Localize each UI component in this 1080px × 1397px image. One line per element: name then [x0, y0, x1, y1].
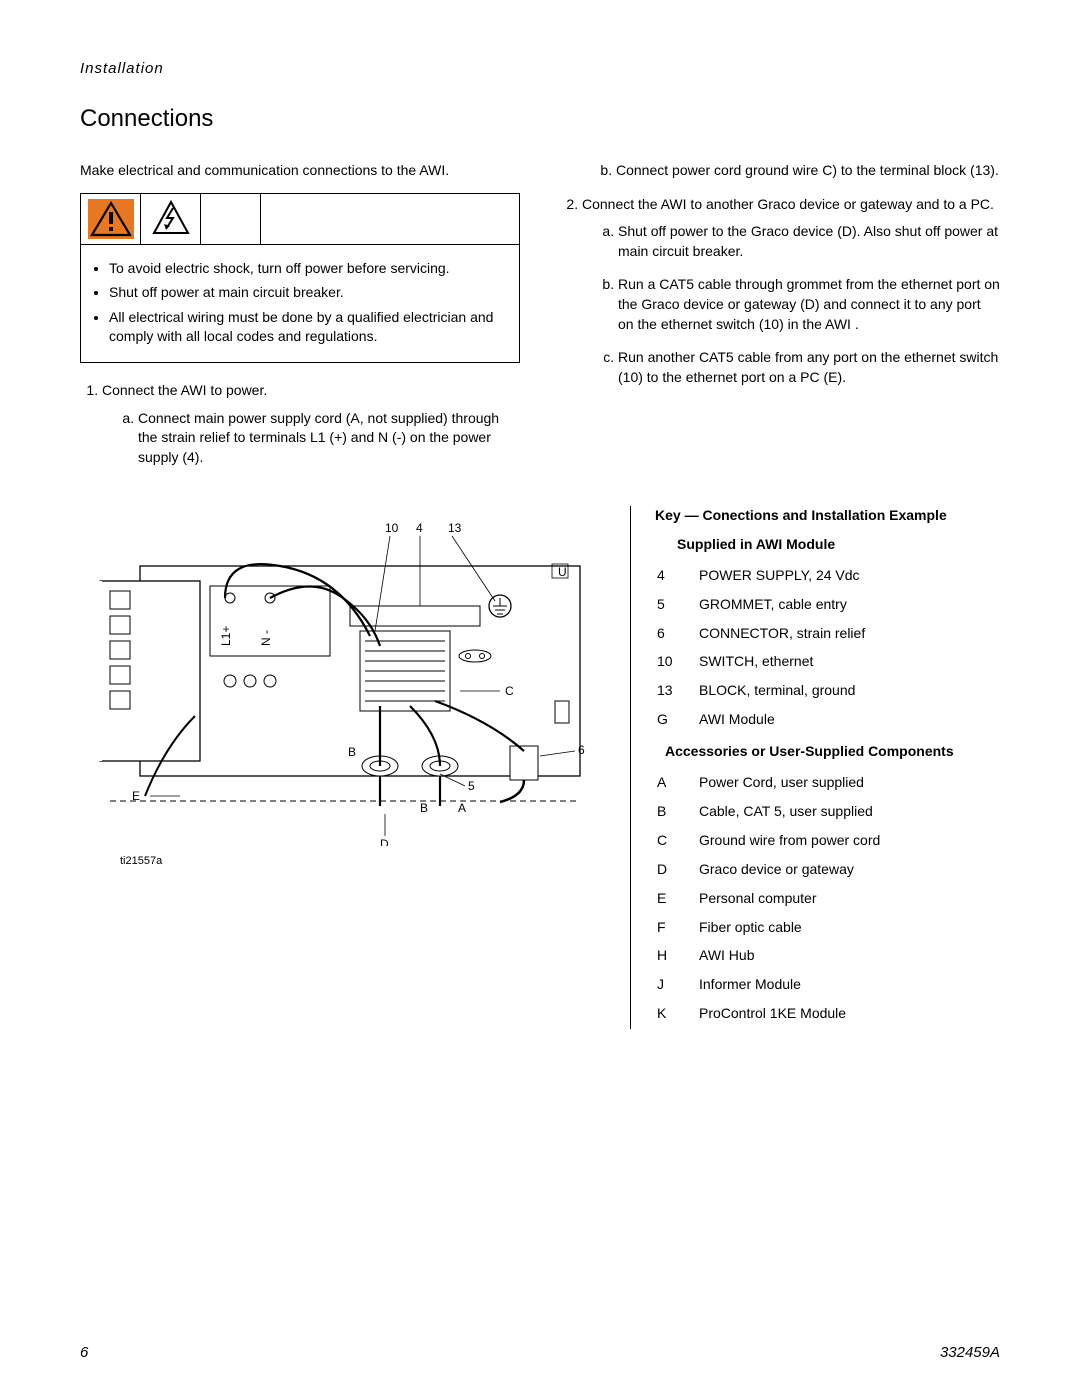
warning-icon-row [81, 194, 519, 245]
key-row: JInformer Module [657, 971, 998, 998]
key-row: FFiber optic cable [657, 914, 998, 941]
step-2: Connect the AWI to another Graco device … [582, 195, 1000, 388]
key-title: Key — Conections and Installation Exampl… [655, 506, 1000, 524]
step-2a: Shut off power to the Graco device (D). … [618, 222, 1000, 261]
step-2c: Run another CAT5 cable from any port on … [618, 348, 1000, 387]
doc-number: 332459A [940, 1344, 1000, 1361]
intro-text: Make electrical and communication connec… [80, 161, 520, 181]
warning-item: Shut off power at main circuit breaker. [109, 283, 505, 302]
callout-5: 5 [468, 779, 475, 793]
key-table-supplied: 4POWER SUPPLY, 24 Vdc 5GROMMET, cable en… [655, 560, 1000, 735]
key-row: GAWI Module [657, 706, 998, 733]
right-column: Connect power cord ground wire C) to the… [560, 161, 1000, 482]
label-l1: L1+ [219, 625, 233, 645]
lower-section: L1+ N - [80, 506, 1000, 1030]
key-sub-user: Accessories or User-Supplied Components [665, 743, 1000, 759]
key-row: 10SWITCH, ethernet [657, 648, 998, 675]
key-row: BCable, CAT 5, user supplied [657, 798, 998, 825]
key-row: EPersonal computer [657, 885, 998, 912]
shock-hazard-icon [141, 194, 201, 244]
key-row: 6CONNECTOR, strain relief [657, 620, 998, 647]
callout-b1: B [348, 745, 356, 759]
warning-box: To avoid electric shock, turn off power … [80, 193, 520, 364]
step-1a: Connect main power supply cord (A, not s… [138, 409, 520, 468]
callout-13: 13 [448, 521, 462, 535]
key-row: 13BLOCK, terminal, ground [657, 677, 998, 704]
page-footer: 6 332459A [80, 1344, 1000, 1361]
warning-list: To avoid electric shock, turn off power … [81, 245, 519, 363]
header-section: Installation [80, 60, 1000, 77]
callout-6: 6 [578, 743, 585, 757]
callout-b2: B [420, 801, 428, 815]
key-row: KProControl 1KE Module [657, 1000, 998, 1027]
key-row: CGround wire from power cord [657, 827, 998, 854]
callout-c: C [505, 684, 514, 698]
key-row: 4POWER SUPPLY, 24 Vdc [657, 562, 998, 589]
callout-a: A [458, 801, 466, 815]
warning-item: All electrical wiring must be done by a … [109, 308, 505, 346]
callout-u: U [558, 565, 567, 579]
step-list-left: Connect the AWI to power. Connect main p… [80, 381, 520, 467]
callout-d: D [380, 837, 389, 846]
key-row: HAWI Hub [657, 942, 998, 969]
two-column-body: Make electrical and communication connec… [80, 161, 1000, 482]
key-row: APower Cord, user supplied [657, 769, 998, 796]
step-1: Connect the AWI to power. Connect main p… [102, 381, 520, 467]
key-row: DGraco device or gateway [657, 856, 998, 883]
callout-e: E [132, 789, 140, 803]
step-list-right: Connect the AWI to another Graco device … [560, 195, 1000, 388]
key-area: Key — Conections and Installation Exampl… [630, 506, 1000, 1030]
page-title: Connections [80, 105, 1000, 133]
diagram-area: L1+ N - [80, 506, 600, 1030]
step-1b: Connect power cord ground wire C) to the… [616, 161, 1000, 181]
warning-spacer-2 [261, 194, 519, 244]
warning-spacer-1 [201, 194, 261, 244]
step-2-text: Connect the AWI to another Graco device … [582, 196, 994, 212]
diagram-caption: ti21557a [120, 855, 600, 867]
label-n: N - [259, 630, 273, 646]
key-table-user: APower Cord, user supplied BCable, CAT 5… [655, 767, 1000, 1029]
callout-4: 4 [416, 521, 423, 535]
key-sub-supplied: Supplied in AWI Module [677, 536, 1000, 552]
warning-item: To avoid electric shock, turn off power … [109, 259, 505, 278]
step-2b: Run a CAT5 cable through grommet from th… [618, 275, 1000, 334]
key-row: 5GROMMET, cable entry [657, 591, 998, 618]
connections-diagram: L1+ N - [80, 506, 600, 846]
page-number: 6 [80, 1344, 88, 1361]
step-1-text: Connect the AWI to power. [102, 382, 267, 398]
left-column: Make electrical and communication connec… [80, 161, 520, 482]
callout-10: 10 [385, 521, 399, 535]
warning-triangle-icon [81, 194, 141, 244]
